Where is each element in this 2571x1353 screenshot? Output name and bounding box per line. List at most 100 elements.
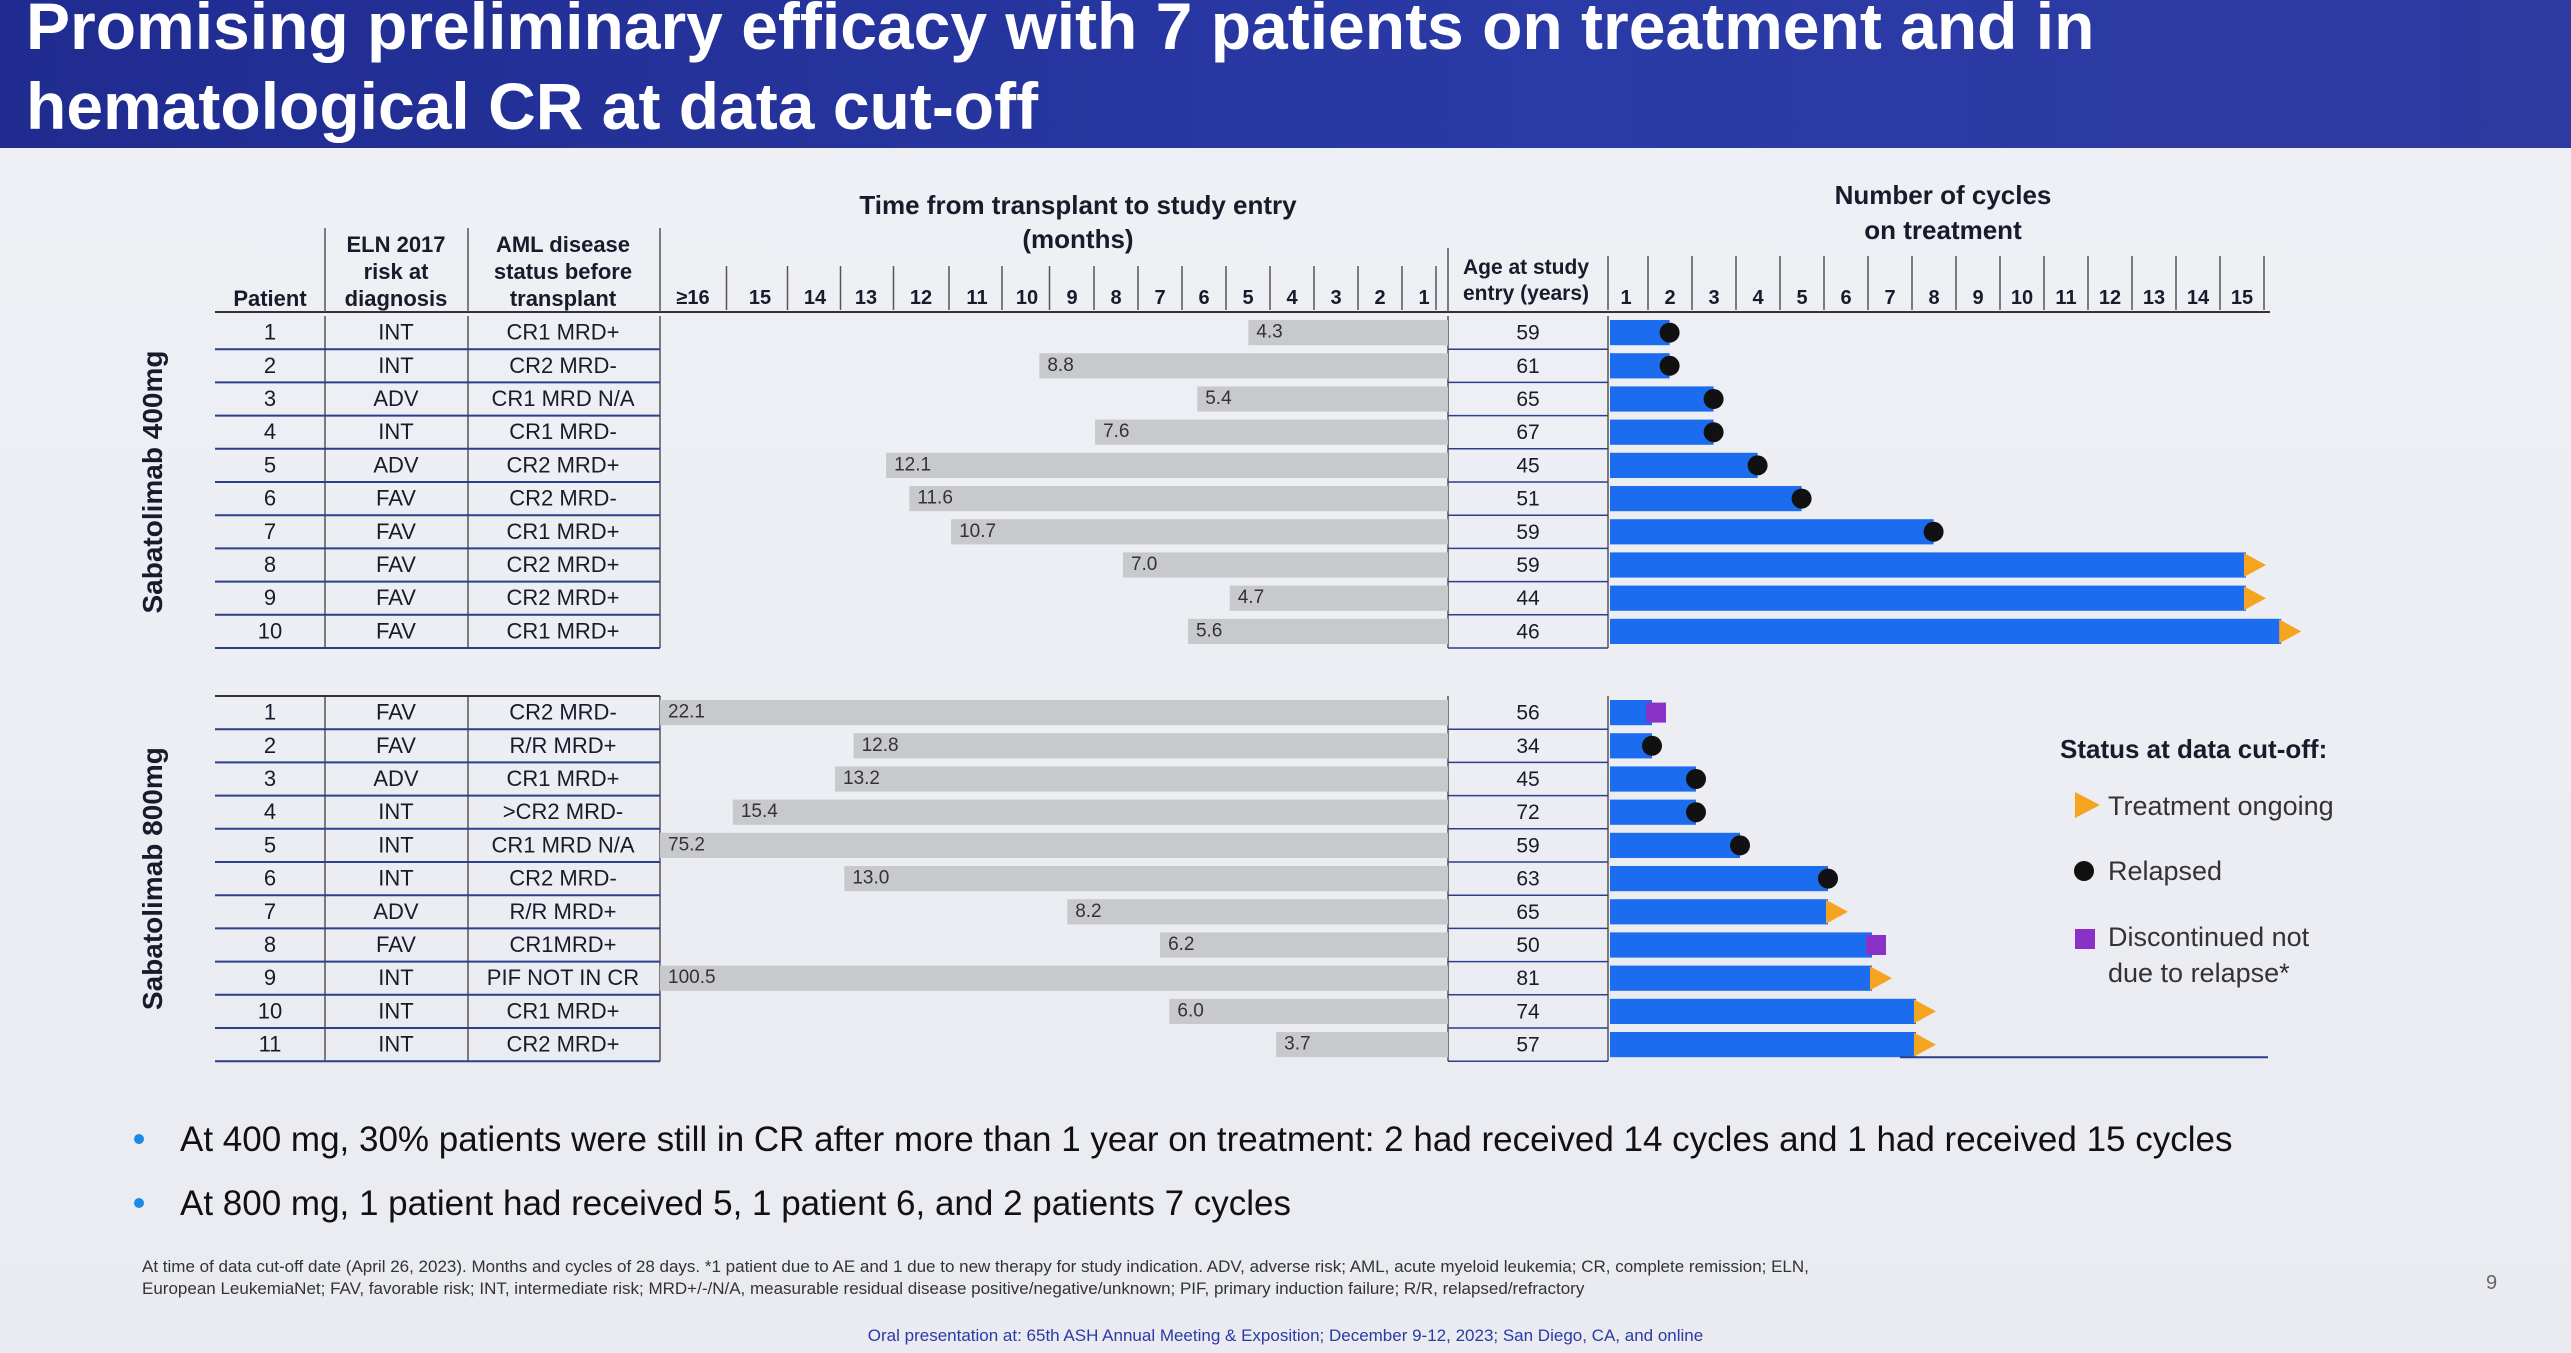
cell-eln-risk: FAV	[376, 552, 416, 577]
time-bar-label: 5.4	[1205, 388, 1232, 409]
cycle-axis-tick-label: 4	[1752, 287, 1764, 309]
footnote-line: At time of data cut-off date (April 26, …	[142, 1257, 1809, 1276]
ongoing-marker	[1914, 999, 1936, 1024]
relapsed-marker	[1686, 769, 1706, 789]
cell-eln-risk: FAV	[376, 618, 416, 643]
cell-aml-status: CR2 MRD-	[509, 700, 617, 725]
cell-eln-risk: FAV	[376, 519, 416, 544]
cycle-bar	[1610, 1032, 1916, 1058]
ongoing-marker	[1870, 966, 1892, 991]
header-patient: Patient	[233, 286, 307, 311]
cycle-axis-tick-label: 8	[1928, 287, 1939, 309]
time-bar-label: 6.0	[1177, 1000, 1203, 1021]
header-age: Age at study	[1463, 256, 1589, 279]
time-axis-tick-label: 10	[1016, 287, 1038, 309]
cell-aml-status: CR2 MRD+	[506, 452, 619, 477]
cell-patient-id: 1	[264, 320, 276, 345]
cell-patient-id: 8	[264, 552, 276, 577]
time-bar	[732, 799, 1448, 825]
cycle-bar	[1610, 585, 2246, 611]
time-bar-label: 22.1	[668, 702, 705, 723]
time-bar	[1160, 932, 1448, 958]
bullet-text: At 400 mg, 30% patients were still in CR…	[180, 1120, 2233, 1159]
time-axis-tick-label: 12	[910, 287, 932, 309]
time-bar-label: 100.5	[668, 967, 716, 988]
cycle-bar	[1610, 452, 1758, 478]
cell-patient-id: 7	[264, 899, 276, 924]
time-axis-tick-label: 6	[1198, 287, 1209, 309]
cell-patient-id: 6	[264, 866, 276, 891]
time-bar	[660, 832, 1448, 858]
cycle-axis-tick-label: 15	[2231, 287, 2253, 309]
time-axis-tick-label: ≥16	[676, 287, 709, 309]
time-axis-tick-label: 15	[749, 287, 771, 309]
cell-patient-id: 4	[264, 419, 276, 444]
cell-eln-risk: ADV	[373, 899, 419, 924]
cell-aml-status: CR1 MRD+	[506, 998, 619, 1023]
cycle-bar	[1610, 832, 1740, 858]
cycle-axis-tick-label: 14	[2187, 287, 2210, 309]
cell-age: 51	[1516, 488, 1539, 511]
legend-discontinued-icon	[2075, 929, 2095, 949]
cycle-axis-tick-label: 13	[2143, 287, 2165, 309]
header-age: entry (years)	[1463, 282, 1589, 305]
cell-age: 65	[1516, 388, 1539, 411]
header-time-from-transplant: (months)	[1022, 224, 1133, 254]
cell-aml-status: CR1 MRD+	[506, 320, 619, 345]
time-bar	[951, 519, 1448, 545]
cycle-axis-tick-label: 5	[1796, 287, 1807, 309]
cycle-bar	[1610, 386, 1714, 412]
time-bar-label: 5.6	[1196, 620, 1222, 641]
relapsed-marker	[1659, 355, 1680, 376]
relapsed-marker	[1703, 422, 1724, 443]
time-bar-label: 11.6	[917, 488, 953, 509]
relapsed-marker	[1818, 868, 1838, 889]
cell-patient-id: 10	[258, 998, 282, 1023]
time-axis-tick-label: 7	[1154, 287, 1165, 309]
time-bar-label: 6.2	[1168, 934, 1194, 955]
time-bar-label: 3.7	[1284, 1034, 1310, 1055]
relapsed-marker	[1703, 389, 1724, 409]
cell-patient-id: 4	[264, 799, 276, 824]
time-bar	[1187, 618, 1448, 644]
bullet-text: At 800 mg, 1 patient had received 5, 1 p…	[180, 1184, 1291, 1223]
time-axis-tick-label: 1	[1418, 287, 1429, 309]
cycle-axis-tick-label: 2	[1664, 287, 1675, 309]
cell-patient-id: 7	[264, 519, 276, 544]
cell-aml-status: R/R MRD+	[510, 733, 617, 758]
cell-patient-id: 8	[264, 932, 276, 957]
header-aml-status: transplant	[510, 286, 617, 311]
cell-aml-status: CR1 MRD N/A	[491, 832, 634, 857]
cycle-bar	[1610, 700, 1652, 726]
cell-patient-id: 3	[264, 766, 276, 791]
cell-aml-status: CR2 MRD-	[509, 486, 617, 511]
cycle-bar	[1610, 899, 1828, 925]
cell-eln-risk: INT	[378, 353, 413, 378]
cycle-bar	[1610, 486, 1802, 512]
time-bar	[1039, 353, 1448, 379]
cell-aml-status: CR1 MRD+	[506, 618, 619, 643]
time-bar	[660, 965, 1448, 991]
cycle-bar	[1610, 618, 2282, 644]
cell-age: 50	[1516, 934, 1539, 957]
cycle-bar	[1610, 552, 2246, 578]
cell-eln-risk: FAV	[376, 932, 416, 957]
bullet-item: At 800 mg, 1 patient had received 5, 1 p…	[134, 1172, 2540, 1236]
header-eln: diagnosis	[345, 286, 448, 311]
cell-age: 44	[1516, 587, 1540, 610]
cell-patient-id: 10	[258, 618, 282, 643]
time-bar	[844, 866, 1448, 892]
cell-aml-status: >CR2 MRD-	[503, 799, 623, 824]
time-bar	[835, 766, 1448, 792]
time-bar	[1067, 899, 1448, 925]
cell-age: 65	[1516, 901, 1539, 924]
cell-eln-risk: INT	[378, 832, 413, 857]
cell-aml-status: CR2 MRD+	[506, 585, 619, 610]
cell-age: 67	[1516, 421, 1539, 444]
cycle-axis-tick-label: 10	[2011, 287, 2033, 309]
cell-age: 59	[1516, 521, 1539, 544]
ongoing-marker	[2244, 586, 2266, 611]
cell-aml-status: CR2 MRD-	[509, 353, 617, 378]
time-bar-label: 13.0	[852, 868, 889, 889]
